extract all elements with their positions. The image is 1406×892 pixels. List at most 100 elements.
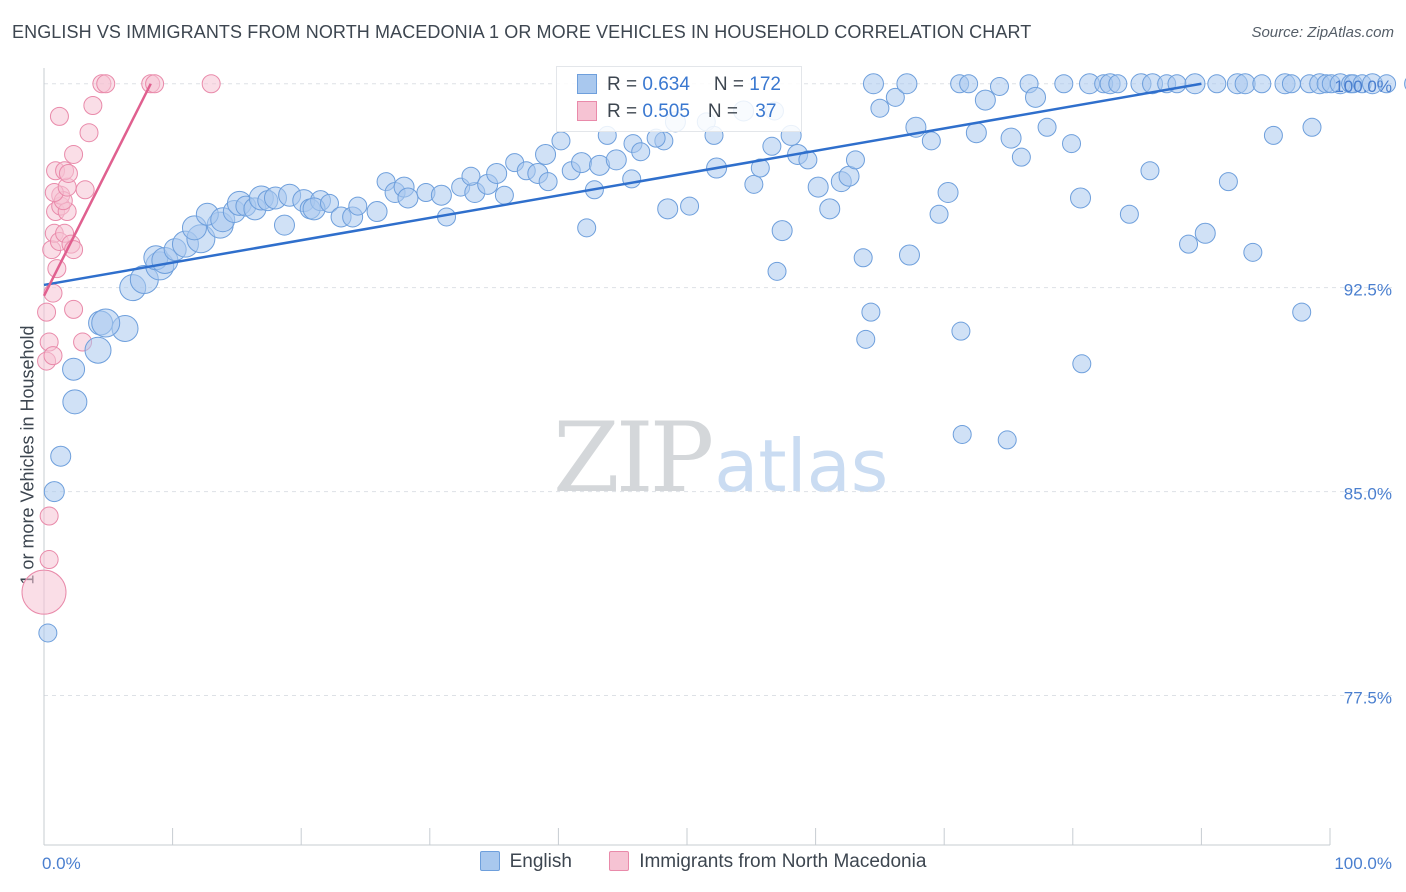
english-point [631, 142, 651, 162]
english-point [921, 131, 941, 151]
stats-row-english: R = 0.634 N = 172 [577, 74, 781, 100]
english-point [366, 201, 388, 223]
macedonia-point [49, 106, 69, 126]
y-tick-label: 100.0% [1334, 77, 1392, 96]
english-point [744, 174, 764, 194]
english-point [348, 196, 368, 216]
english-point [1011, 147, 1031, 167]
english-point [62, 357, 86, 381]
macedonia-point [58, 163, 78, 183]
english-point [929, 204, 949, 224]
english-point [1281, 74, 1301, 94]
macedonia-point [64, 299, 84, 319]
english-point [1302, 117, 1322, 137]
english-point [538, 172, 558, 192]
english-point [952, 424, 972, 444]
english-point [1108, 74, 1128, 94]
english-point [767, 261, 787, 281]
y-tick-label: 92.5% [1344, 281, 1392, 300]
english-point [577, 218, 597, 238]
series-legend: English Immigrants from North Macedonia [0, 851, 1406, 873]
english-point [1194, 222, 1216, 244]
macedonia-trend-line [42, 83, 152, 297]
english-point [762, 136, 782, 156]
english-point [819, 198, 841, 220]
english-point [937, 182, 959, 203]
english-point [680, 196, 700, 216]
english-point [273, 214, 295, 236]
english-point [430, 184, 452, 206]
macedonia-n-value: 37 [755, 101, 777, 122]
english-point [861, 302, 881, 322]
english-point [750, 158, 770, 178]
english-point [1207, 74, 1227, 94]
english-point [494, 185, 514, 205]
macedonia-point [39, 550, 59, 570]
english-legend-label: English [509, 851, 572, 872]
macedonia-point [96, 74, 116, 94]
english-trend-line [43, 82, 1202, 287]
y-tick-label: 77.5% [1344, 688, 1392, 707]
english-point [319, 193, 339, 213]
english-point [1037, 117, 1057, 137]
macedonia-swatch [577, 101, 597, 121]
english-point [1252, 74, 1272, 94]
english-point [798, 150, 818, 170]
watermark: ZIPatlas [553, 402, 888, 514]
legend-item-english[interactable]: English [479, 851, 572, 873]
english-point [657, 198, 679, 220]
stats-row-macedonia: R = 0.505 N = 37 [577, 101, 776, 127]
chart-title: ENGLISH VS IMMIGRANTS FROM NORTH MACEDON… [12, 22, 1032, 42]
english-point [1179, 234, 1199, 254]
english-point [1234, 73, 1256, 95]
english-r-value: 0.634 [642, 74, 690, 95]
english-point [1292, 302, 1312, 322]
macedonia-point [145, 74, 165, 94]
english-point [91, 308, 121, 338]
english-legend-swatch [479, 851, 500, 871]
english-point [845, 150, 865, 170]
english-point [1062, 134, 1082, 154]
english-point [959, 74, 979, 94]
english-point [885, 87, 905, 107]
macedonia-point [83, 96, 103, 115]
english-point [535, 143, 557, 165]
english-point [951, 321, 971, 341]
english-point [1140, 161, 1160, 181]
macedonia-point [43, 346, 63, 366]
macedonia-points [21, 74, 221, 615]
macedonia-point [64, 144, 84, 164]
english-point [1218, 172, 1238, 192]
macedonia-point [79, 123, 99, 143]
macedonia-r-label: R = [607, 101, 643, 122]
english-point [1243, 242, 1263, 262]
english-point [571, 152, 593, 174]
english-point [898, 244, 920, 266]
english-point [1025, 86, 1047, 108]
source-credit: Source: ZipAtlas.com [1251, 24, 1394, 41]
macedonia-point [39, 506, 59, 526]
english-point [1119, 204, 1139, 224]
legend-item-macedonia[interactable]: Immigrants from North Macedonia [609, 851, 926, 873]
english-point [486, 162, 508, 184]
english-point [622, 169, 642, 189]
english-n-value: 172 [749, 74, 781, 95]
axes [43, 68, 1331, 846]
english-point [551, 131, 571, 151]
english-point [1000, 127, 1022, 149]
english-point [397, 187, 419, 209]
macedonia-point [201, 74, 221, 94]
trend-lines [42, 82, 1202, 297]
english-point [1377, 74, 1397, 94]
x-tick-label-max: 100.0% [1334, 854, 1392, 873]
english-point [605, 149, 627, 171]
english-point [989, 76, 1009, 96]
english-point [1072, 354, 1092, 374]
english-point [807, 176, 829, 198]
stats-legend: R = 0.634 N = 172 R = 0.505 N = 37 [556, 66, 802, 132]
english-point [1263, 125, 1283, 145]
english-point [853, 248, 873, 268]
english-swatch [577, 74, 597, 94]
english-point [974, 89, 996, 111]
